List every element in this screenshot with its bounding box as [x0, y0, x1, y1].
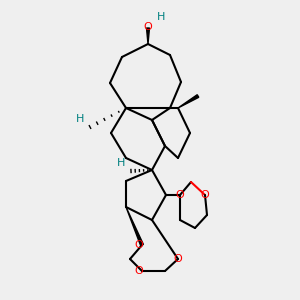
Text: H: H: [76, 114, 84, 124]
Text: O: O: [135, 240, 143, 250]
Polygon shape: [178, 95, 199, 108]
Text: O: O: [201, 190, 209, 200]
Text: O: O: [144, 22, 152, 32]
Text: O: O: [174, 254, 182, 264]
Text: H: H: [117, 158, 125, 168]
Polygon shape: [126, 207, 143, 246]
Polygon shape: [146, 28, 149, 44]
Text: O: O: [176, 190, 184, 200]
Text: O: O: [135, 266, 143, 276]
Text: H: H: [157, 12, 165, 22]
